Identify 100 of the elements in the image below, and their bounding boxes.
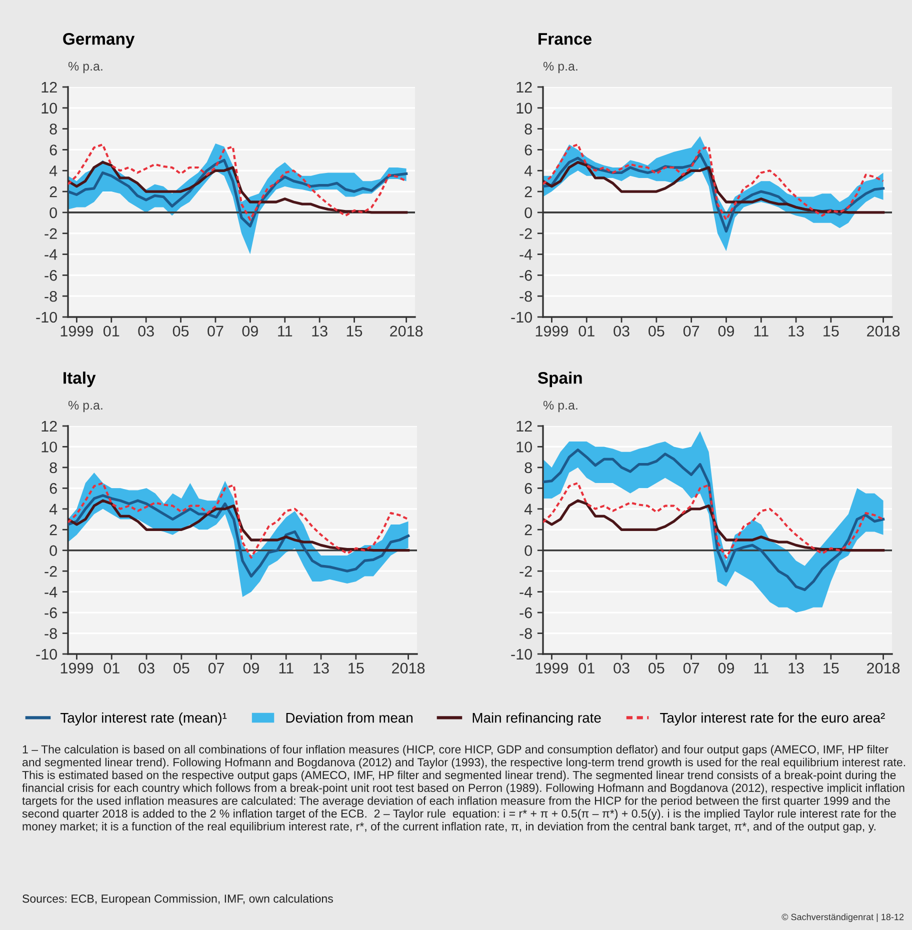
y-tick-label: 8: [50, 462, 57, 474]
y-tick-label: -10: [511, 648, 532, 660]
y-tick-label: 10: [516, 102, 532, 114]
y-tick-label: 6: [50, 483, 57, 494]
x-tick-label: 09: [242, 326, 258, 337]
y-tick-label: 6: [524, 144, 532, 156]
x-tick-label: 13: [788, 326, 804, 337]
x-tick-label: 01: [103, 326, 120, 337]
y-tick-label: -2: [44, 566, 57, 577]
x-tick-label: 1999: [60, 326, 93, 337]
y-tick-label: 8: [50, 124, 57, 135]
x-tick-label: 11: [278, 326, 292, 336]
y-tick-label: -4: [44, 586, 58, 598]
y-tick-label: 4: [524, 504, 532, 514]
y-axis-title: % p.a.: [543, 62, 578, 74]
y-tick-label: -8: [520, 290, 532, 302]
y-tick-label: 0: [524, 207, 532, 218]
y-tick-label: 12: [516, 420, 532, 432]
y-tick-label: 4: [49, 504, 58, 514]
x-tick-label: 07: [683, 326, 700, 337]
y-tick-label: 10: [42, 442, 57, 452]
x-tick-label: 01: [104, 662, 120, 674]
x-tick-label: 2018: [392, 662, 425, 674]
x-tick-label: 15: [824, 326, 839, 337]
x-tick-label: 03: [614, 662, 630, 674]
x-tick-label: 1999: [536, 662, 568, 674]
y-tick-label: 10: [516, 442, 532, 452]
x-tick-label: 2018: [867, 326, 900, 337]
line-series: [68, 143, 408, 221]
legend-label: Taylor interest rate for the euro area²: [660, 712, 885, 726]
x-tick-label: 1999: [60, 662, 93, 674]
x-tick-label: 11: [754, 662, 768, 674]
y-tick-label: -6: [520, 270, 532, 281]
x-tick-label: 05: [172, 326, 189, 337]
y-tick-label: 2: [524, 186, 532, 198]
y-tick-label: -4: [520, 249, 532, 260]
chart-title: Italy: [64, 372, 96, 388]
y-tick-label: 12: [516, 82, 532, 93]
x-tick-label: 07: [683, 662, 700, 674]
y-tick-label: -2: [520, 228, 532, 239]
y-tick-label: 0: [50, 207, 57, 218]
line-series: [543, 143, 884, 221]
x-tick-label: 15: [348, 662, 364, 674]
y-tick-label: -10: [36, 312, 57, 323]
y-tick-label: 0: [50, 545, 57, 556]
y-tick-label: 2: [524, 524, 532, 536]
y-tick-label: 6: [50, 144, 57, 156]
y-tick-label: 2: [50, 524, 57, 536]
line-series: [543, 160, 885, 214]
line-series: [68, 499, 410, 552]
line-series: [68, 482, 410, 559]
y-tick-label: 4: [524, 166, 532, 176]
line-series: [68, 494, 410, 578]
x-tick-label: 03: [614, 326, 630, 337]
x-tick-label: 05: [648, 662, 664, 674]
x-tick-label: 1999: [536, 326, 568, 337]
x-tick-label: 2018: [867, 662, 900, 674]
y-axis-title: % p.a.: [68, 400, 102, 412]
y-tick-label: 12: [42, 82, 57, 93]
y-tick-label: 6: [524, 483, 532, 494]
x-tick-label: 01: [578, 326, 594, 337]
y-tick-label: -8: [44, 628, 57, 639]
x-tick-label: 07: [208, 662, 224, 674]
y-tick-label: -6: [44, 607, 57, 618]
y-tick-label: -2: [44, 228, 57, 239]
y-axis-title: % p.a.: [68, 62, 102, 74]
y-tick-label: -10: [36, 648, 57, 660]
line-series: [543, 448, 885, 592]
y-tick-label: 4: [49, 166, 58, 176]
y-tick-label: -6: [520, 607, 532, 618]
line-series: [543, 499, 885, 552]
x-tick-label: 13: [788, 662, 804, 674]
x-tick-label: 01: [578, 662, 594, 674]
x-tick-label: 13: [314, 662, 329, 674]
y-tick-label: -4: [44, 249, 58, 260]
line-series: [68, 160, 408, 214]
source-note: Sources: ECB, European Commission, IMF, own calculations: [22, 894, 333, 905]
x-tick-label: 03: [138, 326, 154, 337]
y-tick-label: -8: [520, 628, 532, 639]
x-tick-label: 05: [174, 662, 190, 674]
x-tick-label: 07: [208, 326, 224, 337]
y-tick-label: -10: [511, 312, 532, 323]
x-tick-label: 11: [279, 662, 294, 674]
text: 1 – The calculation is based on all combinations of four inflation measures (HICP, core HICP, GDP and consumption deflator) and four output gaps (AMECO, IMF, HP filter and segmented linear trend). Following Hofmann and Bogdanova (2012) and Taylor (1993), the respective long-term trend growth is used for the real equilibrium interest rate. This is estimated based on the respective output gaps (AMECO, IMF, HP filter and segmented linear trend). The segmented linear trend consists of a break-point during the financial crisis for each country which follows from a break-point unit root test based on Perron (1989). Following Hofmann and Bogdanova (2012), respective implicit inflation targets for the used inflation measures are calculated: The average deviation of each inflation measure from the HICP for the period between the first quarter 1999 and the second quarter 2018 is added to the 2 % inflation target of the ECB. 2 – Taylor rule equation: i = r* + π + 0.5(π – π*) + 0.5(y). i is the implied Taylor rule interest rate for the money market; it is a function of the real equilibrium interest rate, r*, of the current inflation rate, π, in deviation from the central bank target, π*, and of the output gap, y.: [22, 745, 906, 833]
y-tick-label: 8: [524, 124, 532, 135]
x-tick-label: 09: [243, 662, 259, 674]
legend-label: Deviation from mean: [286, 712, 412, 723]
x-tick-label: 09: [718, 326, 734, 337]
chart-title: France: [538, 33, 592, 45]
y-axis-title: % p.a.: [543, 400, 578, 412]
y-tick-label: 12: [42, 420, 57, 432]
line-series: [68, 158, 408, 228]
y-tick-label: 8: [524, 462, 532, 474]
y-tick-label: -2: [520, 566, 532, 577]
y-tick-label: 10: [42, 102, 57, 114]
y-tick-label: 2: [50, 186, 57, 198]
y-tick-label: -4: [520, 586, 532, 598]
line-series: [543, 482, 884, 559]
y-tick-label: -6: [44, 270, 57, 281]
x-tick-label: 09: [718, 662, 734, 674]
